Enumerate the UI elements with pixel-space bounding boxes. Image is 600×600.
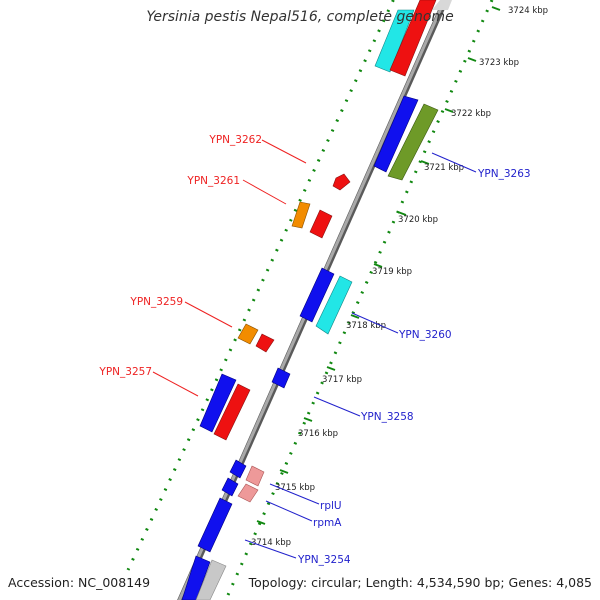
tick-label: 3716 kbp bbox=[298, 429, 338, 439]
gene-feature bbox=[237, 483, 259, 503]
gene-feature bbox=[245, 465, 265, 487]
gene-feature bbox=[255, 333, 275, 353]
gene-feature bbox=[373, 95, 419, 173]
gene-feature bbox=[229, 459, 247, 479]
gene-feature bbox=[221, 477, 239, 497]
gene-feature bbox=[374, 9, 415, 73]
gene-feature bbox=[309, 209, 333, 239]
left-label-leaders bbox=[152, 139, 307, 397]
genome-summary-text: Topology: circular; Length: 4,534,590 bp… bbox=[248, 575, 592, 590]
tick-label: 3714 kbp bbox=[251, 538, 291, 548]
tick-label: 3720 kbp bbox=[398, 215, 438, 225]
gene-labels-left: YPN_3262 YPN_3261 YPN_3259 YPN_3257 bbox=[98, 134, 262, 378]
gene-label: YPN_3260 bbox=[398, 329, 452, 341]
gene-label: rplU bbox=[320, 500, 342, 512]
gene-label: YPN_3254 bbox=[297, 554, 351, 566]
gene-feature bbox=[315, 275, 353, 335]
gene-label: YPN_3258 bbox=[360, 411, 414, 423]
gene-label: YPN_3261 bbox=[186, 175, 240, 187]
gene-label: YPN_3262 bbox=[208, 134, 262, 146]
tick-label: 3717 kbp bbox=[322, 375, 362, 385]
gene-feature bbox=[432, 0, 452, 10]
right-label-leaders bbox=[244, 152, 477, 559]
gene-feature bbox=[213, 383, 251, 441]
gene-feature bbox=[291, 201, 311, 229]
gene-feature bbox=[181, 555, 211, 600]
gene-feature bbox=[299, 267, 335, 323]
gene-feature bbox=[237, 323, 259, 345]
outer-dotted-ring-left bbox=[126, 0, 395, 571]
tick-label: 3722 kbp bbox=[451, 109, 491, 119]
gene-label: YPN_3259 bbox=[129, 296, 183, 308]
gene-feature bbox=[332, 173, 351, 191]
gene-feature bbox=[195, 559, 227, 600]
tick-label: 3721 kbp bbox=[424, 163, 464, 173]
gene-feature bbox=[199, 373, 237, 433]
tick-label: 3719 kbp bbox=[372, 267, 412, 277]
accession-text: Accession: NC_008149 bbox=[8, 575, 151, 590]
scale-tick-labels: 3724 kbp 3723 kbp 3722 kbp 3721 kbp 3720… bbox=[251, 6, 548, 548]
outer-dotted-ring-right bbox=[226, 0, 494, 596]
gene-feature bbox=[197, 497, 233, 553]
gene-feature bbox=[387, 103, 439, 181]
gene-labels-right: YPN_3263 YPN_3260 YPN_3258 rplU rpmA YPN… bbox=[297, 168, 531, 566]
scale-ticks bbox=[256, 6, 501, 525]
gene-feature bbox=[389, 0, 437, 77]
map-title: Yersinia pestis Nepal516, complete genom… bbox=[146, 9, 454, 25]
gene-feature bbox=[271, 367, 291, 389]
tick-label: 3724 kbp bbox=[508, 6, 548, 16]
gene-features bbox=[181, 0, 452, 600]
gene-label: YPN_3257 bbox=[98, 366, 152, 378]
gene-label: rpmA bbox=[313, 517, 342, 529]
gene-label: YPN_3263 bbox=[477, 168, 531, 180]
tick-label: 3715 kbp bbox=[275, 483, 315, 493]
tick-label: 3723 kbp bbox=[479, 58, 519, 68]
tick-label: 3718 kbp bbox=[346, 321, 386, 331]
